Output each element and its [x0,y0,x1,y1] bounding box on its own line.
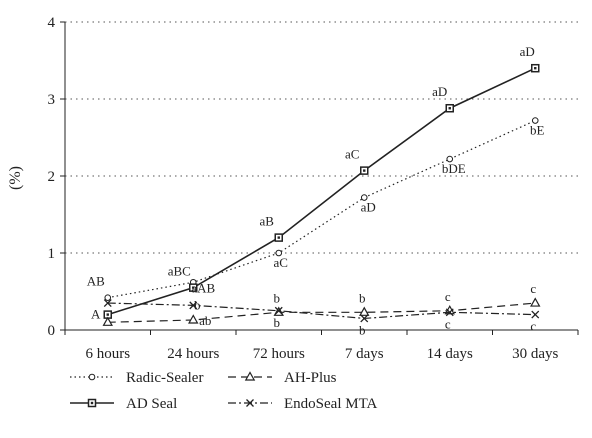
data-point [445,103,454,113]
legend-label: Radic-Sealer [126,370,203,386]
x-tick-label: 24 hours [167,346,219,362]
data-point [102,316,113,326]
legend-label: AH-Plus [284,370,337,386]
point-label: aC [274,255,288,270]
legend-item: Radic-Sealer [70,370,203,386]
data-point [360,314,369,323]
point-label: b [194,297,201,312]
series-line [107,302,536,323]
x-tick-label: 7 days [345,346,384,362]
data-point [103,299,112,308]
point-label: c [530,281,536,296]
point-label: b [274,290,281,305]
legend-label: AD Seal [126,396,177,412]
data-point [446,155,454,163]
point-label: b [359,290,366,305]
point-label: c [445,289,451,304]
series-line [107,120,536,299]
legend-label: EndoSeal MTA [284,396,378,412]
data-point [274,306,283,315]
point-label: aBC [168,264,191,279]
point-label: aD [361,200,376,215]
data-point [360,194,368,201]
series-line [107,302,536,320]
series-endoseal-mta [103,299,540,323]
point-label: AB [87,274,105,289]
point-label: c [530,319,536,334]
data-point [104,294,112,301]
point-label: bE [530,123,545,138]
data-point [359,306,370,316]
y-axis-title: (%) [7,166,24,190]
series-radic-sealer [104,117,539,301]
data-point [530,297,541,307]
axes [60,21,579,335]
point-label: aD [520,44,535,59]
y-tick-label: 0 [48,323,56,339]
y-tick-label: 2 [48,169,56,185]
data-point [189,283,198,292]
point-label: bDE [442,161,466,176]
data-point [445,308,454,317]
series-ah-plus [102,297,541,326]
data-point [360,166,369,175]
data-point [274,233,283,242]
point-label: A [91,307,101,322]
y-tick-label: 4 [48,15,56,31]
point-label: aC [345,147,359,162]
point-label: aD [432,84,447,99]
data-point [531,310,540,319]
y-tick-label: 1 [48,246,56,262]
gridlines [65,21,578,254]
legend-swatch-marker [88,373,96,381]
point-label: aB [260,214,275,229]
data-point [531,63,540,73]
x-tick-label: 30 days [512,346,558,362]
x-tick-label: 72 hours [253,346,305,362]
point-label: aAB [191,280,215,295]
series-ad-seal [103,63,540,319]
x-tick-label: 6 hours [85,346,130,362]
legend: Radic-Sealer AH-Plus AD Seal EndoSeal MTA [70,370,378,412]
legend-swatch-marker [244,371,256,381]
x-tick-labels: 6 hours 24 hours 72 hours 7 days 14 days 30 d… [85,346,558,362]
x-tick-label: 14 days [427,346,473,362]
point-label: ab [199,313,211,328]
y-tick-labels: 0 1 2 3 4 [48,15,56,339]
legend-swatch-marker [87,398,97,408]
series-group [102,63,541,326]
legend-item: EndoSeal MTA [228,396,378,412]
data-point [188,314,199,324]
legend-swatch-marker [246,399,254,407]
legend-item: AH-Plus [228,370,337,386]
point-label: b [359,322,366,337]
data-point [189,301,198,310]
data-point [531,117,539,124]
point-label: b [274,315,281,330]
y-tick-label: 3 [48,92,56,108]
series-line [107,67,536,316]
legend-item: AD Seal [70,396,177,412]
data-point [275,249,283,257]
point-label: c [445,316,451,331]
